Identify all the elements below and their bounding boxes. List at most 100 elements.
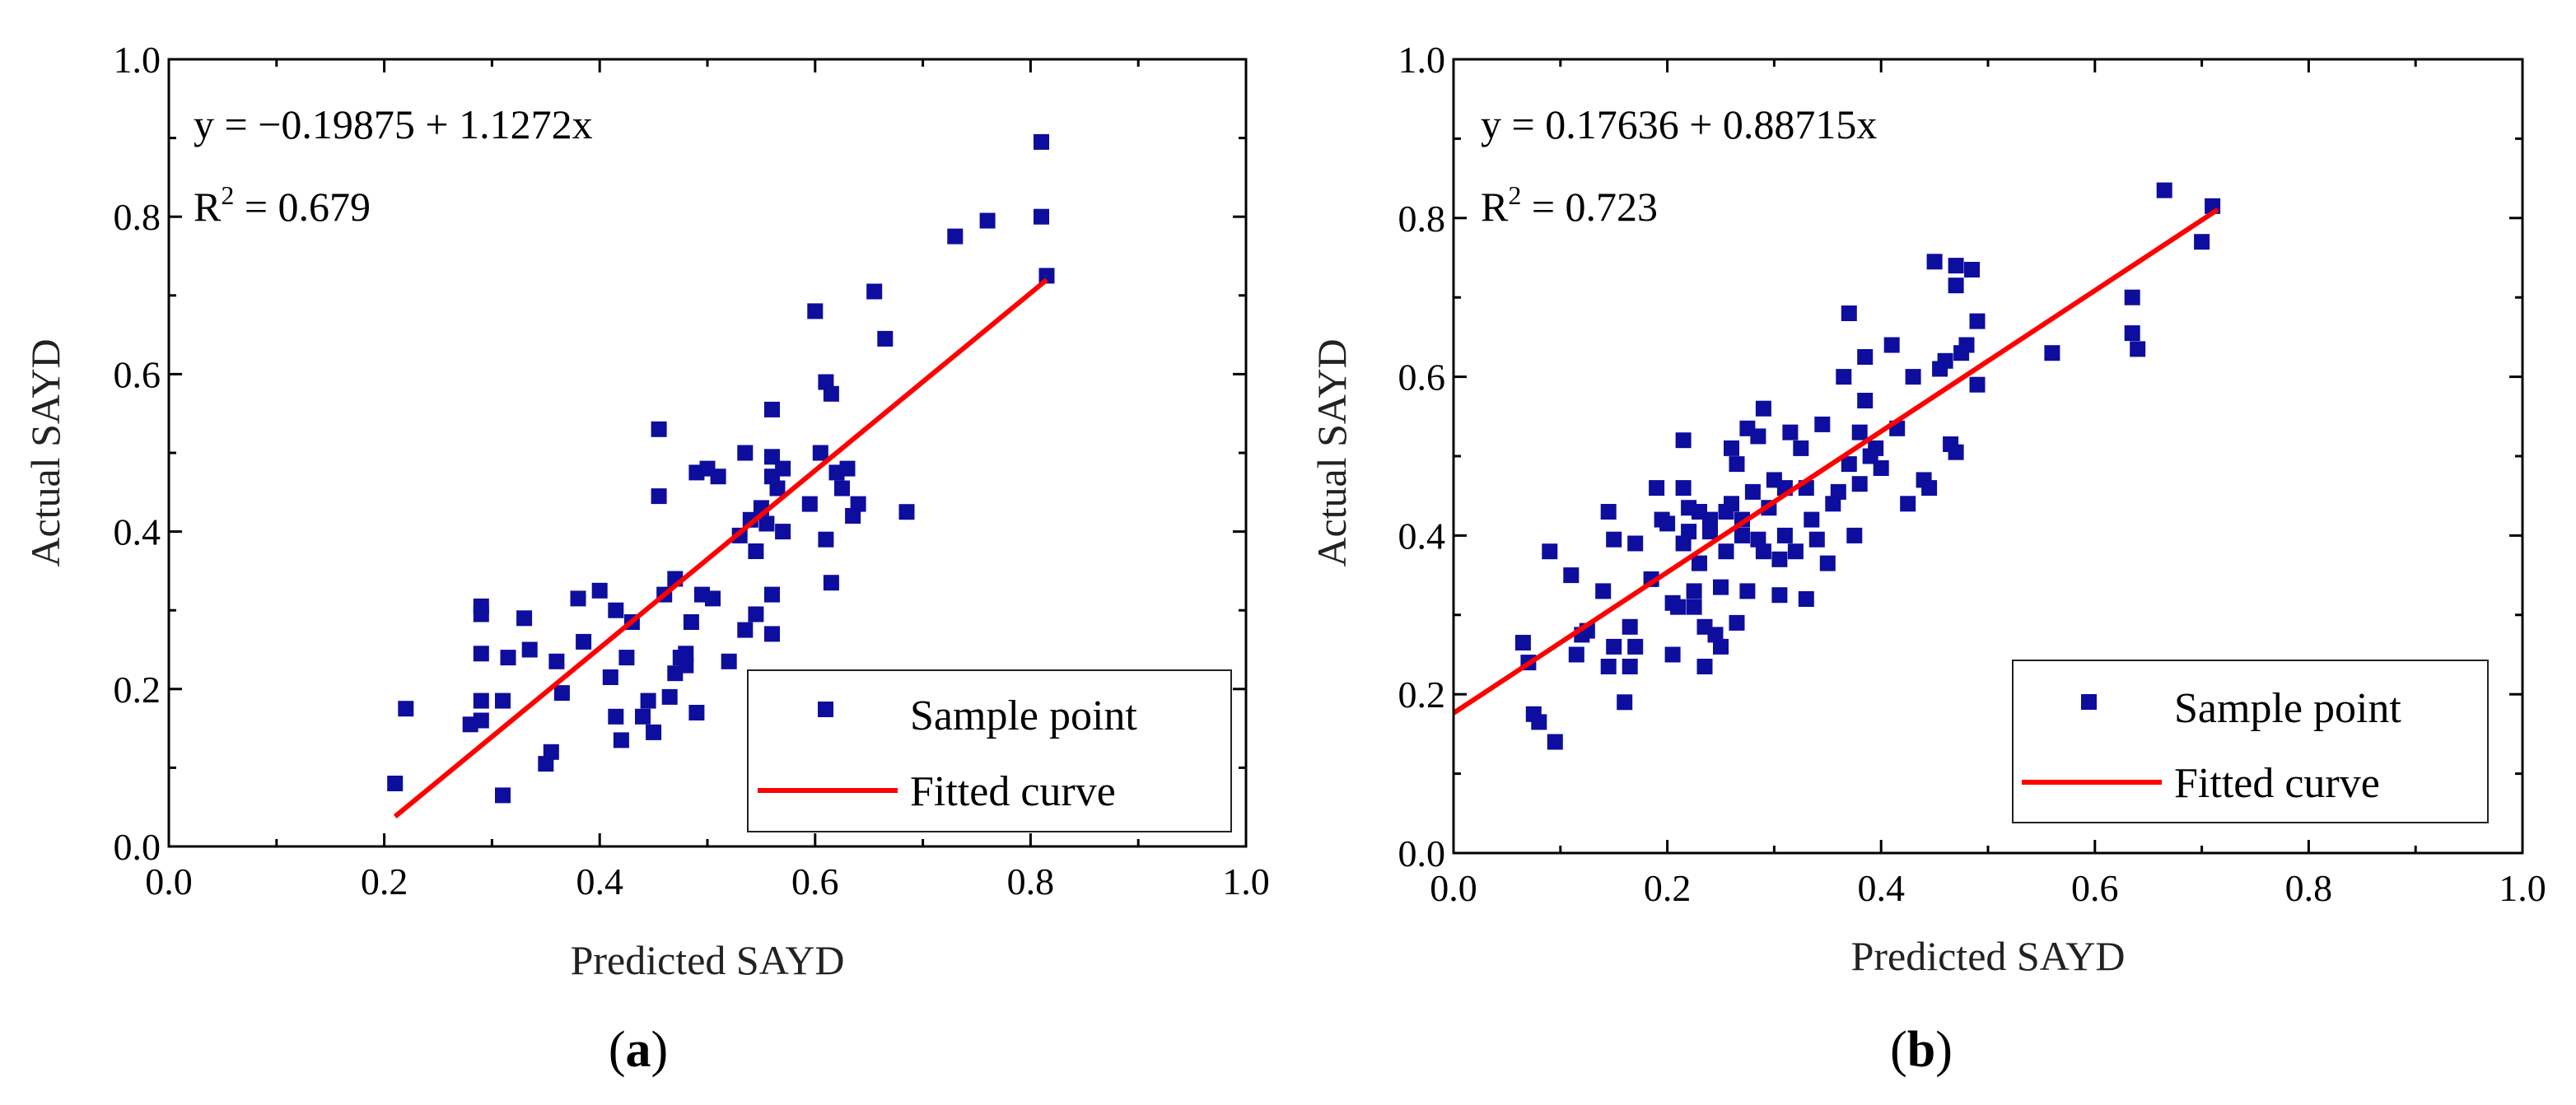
sample-point (1969, 313, 1986, 329)
sample-point (1724, 496, 1739, 512)
sample-point (1696, 659, 1713, 674)
sample-point (635, 708, 651, 725)
sample-point (1841, 305, 1857, 321)
sample-point (2124, 325, 2140, 342)
sample-point (1718, 543, 1734, 560)
y-axis-b: 0.0 0.2 0.4 0.6 0.8 1.0 (1398, 39, 2522, 874)
r2-prefix-a: R (194, 184, 222, 230)
sample-point (553, 685, 570, 702)
sample-point (748, 543, 764, 559)
sample-point (1744, 483, 1761, 500)
sample-point (705, 590, 721, 607)
sample-point (1622, 659, 1638, 674)
panel-a: 0.0 0.2 0.4 0.6 0.8 1.0 0.0 0.2 0.4 0.6 0.8 1.0 Pr… (22, 39, 1270, 1078)
panel-label-a: (a) (609, 1022, 668, 1078)
fit-line-b (1452, 207, 2219, 716)
sample-point (1702, 524, 1718, 540)
y-tick-label: 1.0 (1398, 39, 1446, 81)
sample-point (764, 586, 780, 603)
sample-point (1819, 555, 1836, 571)
sample-point (834, 480, 850, 497)
sample-point (1675, 480, 1692, 497)
sample-point (495, 787, 511, 804)
r2-exponent-b: 2 (1508, 180, 1521, 210)
sample-point (1873, 460, 1889, 476)
x-tick-label: 0.2 (361, 860, 408, 902)
equation-b: y = 0.17636 + 0.88715x (1481, 101, 1877, 147)
x-axis-title-a: Predicted SAYD (571, 937, 845, 983)
panel-label-close-b: ) (1935, 1022, 1953, 1078)
sample-point (1713, 579, 1729, 595)
sample-point (1729, 456, 1745, 473)
sample-point (1787, 543, 1804, 560)
sample-point (591, 582, 608, 599)
sample-point (1782, 424, 1799, 441)
legend-points-label-b: Sample point (2174, 685, 2401, 732)
sample-point (1846, 527, 1863, 543)
sample-point (1755, 400, 1771, 417)
sample-point (812, 445, 828, 461)
sample-point (1713, 638, 1729, 655)
sample-point (1542, 543, 1558, 560)
sample-point (1921, 480, 1938, 497)
sample-point (764, 449, 780, 465)
sample-point (1964, 262, 1980, 277)
sample-point (1948, 258, 1964, 274)
sample-point (398, 701, 414, 717)
sample-point (1606, 531, 1622, 548)
sample-point (1692, 555, 1707, 571)
sample-point (1595, 583, 1612, 599)
sample-point (1675, 535, 1692, 552)
y-tick-label: 0.0 (1398, 832, 1446, 874)
y-tick-label: 0.8 (1398, 198, 1446, 240)
sample-point (1776, 527, 1793, 543)
x-tick-label: 0.0 (145, 860, 193, 902)
sample-point (1547, 734, 1563, 750)
sample-point (1857, 349, 1874, 365)
legend-marker-b (2081, 694, 2097, 710)
y-tick-label: 0.0 (114, 826, 161, 868)
sample-point (640, 692, 656, 709)
fit-line-a (393, 277, 1048, 819)
panel-label-letter-b: b (1907, 1022, 1935, 1078)
x-axis-title-b: Predicted SAYD (1851, 933, 2126, 979)
sample-point (1771, 587, 1788, 604)
sample-point (737, 445, 754, 461)
sample-point (1948, 277, 1964, 294)
sample-point (1926, 254, 1943, 270)
sample-point (1531, 714, 1547, 730)
sample-point (1937, 352, 1953, 369)
x-axis-b: 0.0 0.2 0.4 0.6 0.8 1.0 (1430, 59, 2546, 909)
legend-line-label-b: Fitted curve (2174, 760, 2380, 807)
sample-point (1905, 369, 1921, 385)
sample-point (473, 646, 489, 662)
sample-point (1851, 424, 1868, 441)
sample-point (764, 401, 780, 417)
sample-point (1808, 531, 1825, 548)
sample-point (387, 776, 404, 791)
sample-point (721, 653, 737, 669)
sample-point (678, 646, 694, 662)
sample-point (500, 650, 516, 666)
y-tick-label: 0.4 (1398, 515, 1446, 557)
sample-point (898, 504, 915, 520)
sample-point (818, 531, 834, 548)
sample-point (845, 508, 861, 524)
x-tick-label: 0.0 (1430, 867, 1477, 909)
sample-point (1514, 635, 1531, 650)
sample-point (818, 374, 834, 390)
sample-point (947, 228, 964, 245)
y-tick-label: 0.8 (114, 196, 161, 238)
sample-point (1038, 268, 1055, 284)
sample-point (1707, 627, 1724, 643)
sample-point (570, 590, 586, 607)
sample-point (1681, 524, 1697, 540)
sample-point (866, 283, 883, 300)
panel-label-close-a: ) (651, 1022, 669, 1078)
sample-point (473, 598, 489, 614)
sample-point (775, 524, 791, 540)
y-axis-title-a: Actual SAYD (22, 338, 68, 566)
x-tick-label: 0.4 (576, 860, 623, 902)
sample-point (1750, 531, 1766, 548)
sample-point (1739, 583, 1756, 599)
